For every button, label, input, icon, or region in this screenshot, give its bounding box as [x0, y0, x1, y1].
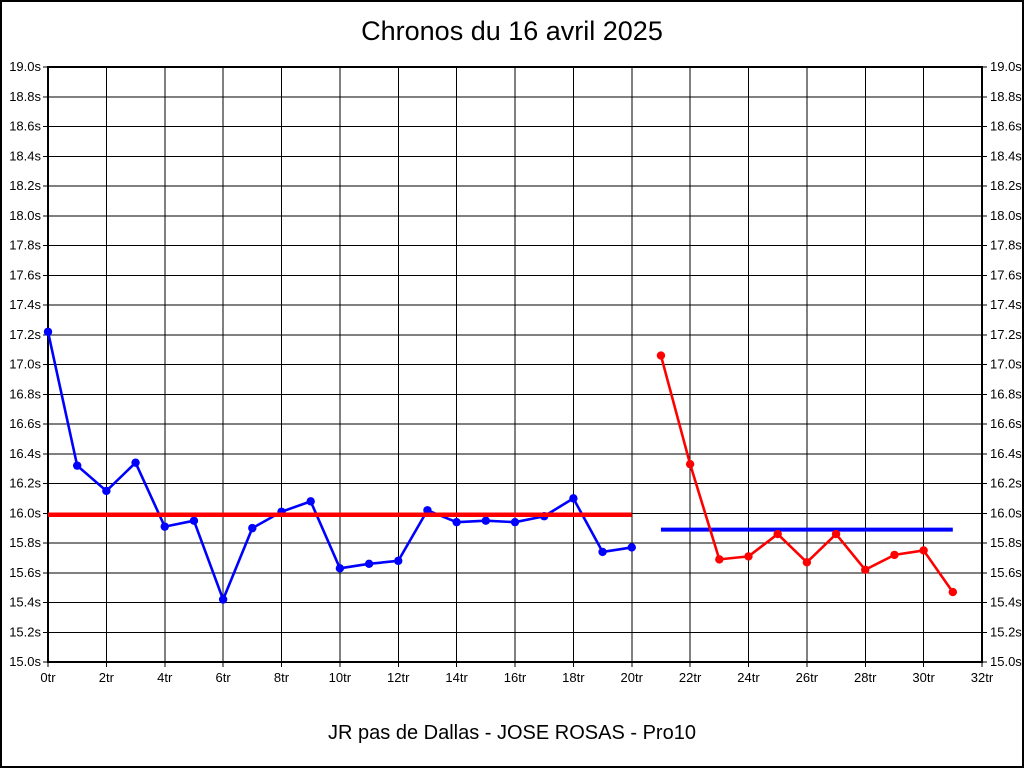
data-point-chronos-rouges [861, 565, 870, 574]
y-tick-label-left: 18.0s [9, 208, 41, 223]
series-chronos-rouges [656, 351, 958, 597]
x-tick-label: 32tr [971, 670, 994, 685]
x-tick-label: 8tr [274, 670, 290, 685]
data-point-chronos-bleus [306, 497, 315, 506]
x-tick-label: 30tr [912, 670, 935, 685]
series-chronos-bleus [43, 327, 636, 604]
x-tick-label: 10tr [329, 670, 352, 685]
chart-caption: JR pas de Dallas - JOSE ROSAS - Pro10 [328, 722, 696, 744]
y-tick-label-right: 17.4s [990, 297, 1022, 312]
x-tick-label: 14tr [445, 670, 468, 685]
x-tick-label: 4tr [157, 670, 173, 685]
data-point-chronos-rouges [890, 550, 899, 560]
x-tick-label: 12tr [387, 670, 410, 685]
y-tick-label-left: 16.6s [9, 416, 41, 431]
data-series [43, 327, 958, 604]
y-tick-label-left: 16.4s [9, 446, 41, 461]
y-tick-label-right: 18.2s [990, 178, 1022, 193]
y-tick-label-right: 18.8s [990, 89, 1022, 104]
x-tick-label: 6tr [216, 670, 232, 685]
y-tick-label-right: 17.8s [990, 238, 1022, 253]
y-tick-label-left: 18.2s [9, 178, 41, 193]
y-tick-label-right: 15.8s [990, 535, 1022, 550]
data-point-chronos-bleus [131, 458, 140, 467]
y-tick-label-left: 18.6s [9, 119, 41, 134]
y-tick-label-left: 15.4s [9, 595, 41, 610]
plot-border [47, 66, 983, 663]
data-point-chronos-rouges [685, 459, 695, 469]
data-point-chronos-bleus [218, 595, 228, 604]
x-tick-label: 28tr [854, 670, 877, 685]
y-tick-label-left: 17.4s [9, 297, 41, 312]
data-point-chronos-rouges [773, 529, 782, 539]
y-tick-label-left: 15.0s [9, 654, 41, 669]
x-tick-label: 22tr [679, 670, 702, 685]
data-point-chronos-bleus [102, 486, 111, 496]
data-point-chronos-bleus [43, 327, 53, 336]
x-tick-label: 2tr [99, 670, 115, 685]
gridlines [43, 66, 987, 667]
y-tick-label-right: 16.6s [990, 416, 1022, 431]
y-tick-label-right: 16.0s [990, 505, 1022, 520]
data-point-chronos-rouges [744, 552, 753, 561]
data-point-chronos-rouges [715, 555, 724, 564]
y-tick-label-right: 19.0s [990, 59, 1022, 74]
y-tick-label-left: 15.2s [9, 624, 41, 639]
y-tick-label-right: 18.6s [990, 119, 1022, 134]
data-point-chronos-bleus [452, 517, 461, 527]
y-tick-label-left: 16.8s [9, 386, 41, 401]
axis-labels: 15.0s 15.0s 15.2s 15.2s 15.4s 15.4s 15.6s 15.6s… [9, 59, 1022, 685]
data-point-chronos-bleus [423, 506, 432, 515]
data-point-chronos-bleus [364, 559, 374, 569]
data-point-chronos-bleus [72, 461, 82, 470]
data-point-chronos-bleus [189, 516, 199, 525]
data-point-chronos-bleus [627, 543, 636, 552]
data-point-chronos-bleus [248, 523, 257, 533]
data-point-chronos-bleus [510, 517, 520, 527]
y-tick-label-left: 18.4s [9, 148, 41, 163]
data-point-chronos-bleus [598, 547, 607, 557]
y-tick-label-right: 15.0s [990, 654, 1022, 669]
y-tick-label-left: 16.0s [9, 505, 41, 520]
y-tick-label-right: 17.0s [990, 357, 1022, 372]
y-tick-label-right: 15.4s [990, 595, 1022, 610]
data-point-chronos-rouges [831, 529, 841, 539]
y-tick-label-left: 18.8s [9, 89, 41, 104]
y-tick-label-right: 15.2s [990, 624, 1022, 639]
data-point-chronos-bleus [481, 516, 491, 525]
y-tick-label-left: 15.6s [9, 565, 41, 580]
chart-title: Chronos du 16 avril 2025 [361, 16, 663, 46]
x-tick-label: 0tr [40, 670, 56, 685]
data-point-chronos-rouges [656, 351, 666, 360]
y-tick-label-right: 17.6s [990, 267, 1022, 282]
y-tick-label-left: 17.0s [9, 357, 41, 372]
y-tick-label-left: 17.8s [9, 238, 41, 253]
x-tick-label: 18tr [562, 670, 585, 685]
data-point-chronos-rouges [802, 558, 812, 567]
y-tick-label-left: 16.2s [9, 476, 41, 491]
y-tick-label-left: 17.6s [9, 267, 41, 282]
y-tick-label-left: 15.8s [9, 535, 41, 550]
y-tick-label-right: 17.2s [990, 327, 1022, 342]
x-tick-label: 16tr [504, 670, 527, 685]
data-point-chronos-bleus [335, 564, 345, 573]
x-tick-label: 26tr [796, 670, 819, 685]
y-tick-label-right: 18.4s [990, 148, 1022, 163]
y-tick-label-right: 16.4s [990, 446, 1022, 461]
data-point-chronos-bleus [569, 494, 578, 503]
y-tick-label-left: 19.0s [9, 59, 41, 74]
y-tick-label-right: 16.8s [990, 386, 1022, 401]
data-point-chronos-rouges [948, 587, 958, 597]
data-point-chronos-rouges [919, 546, 928, 555]
y-tick-label-right: 16.2s [990, 476, 1022, 491]
y-tick-label-left: 17.2s [9, 327, 41, 342]
y-tick-label-right: 15.6s [990, 565, 1022, 580]
data-point-chronos-bleus [394, 556, 403, 566]
x-tick-label: 20tr [621, 670, 644, 685]
y-tick-label-right: 18.0s [990, 208, 1022, 223]
data-point-chronos-bleus [160, 522, 169, 531]
x-tick-label: 24tr [737, 670, 760, 685]
